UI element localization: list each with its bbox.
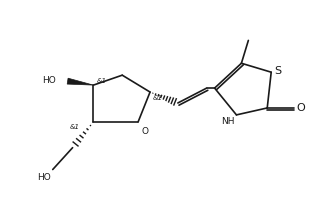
Text: NH: NH <box>221 117 235 126</box>
Text: O: O <box>141 127 148 136</box>
Text: &1: &1 <box>153 95 163 101</box>
Text: HO: HO <box>42 76 56 85</box>
Text: S: S <box>274 66 281 76</box>
Polygon shape <box>67 78 94 85</box>
Text: &1: &1 <box>69 124 79 130</box>
Text: &1: &1 <box>96 78 106 84</box>
Text: HO: HO <box>37 173 51 182</box>
Text: O: O <box>296 103 305 113</box>
